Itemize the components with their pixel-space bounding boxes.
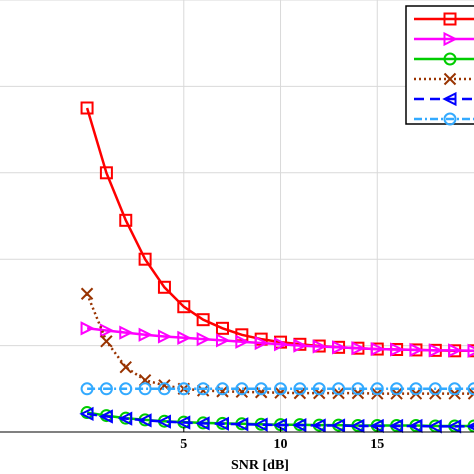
data-point bbox=[467, 382, 474, 396]
legend-entry bbox=[414, 52, 474, 66]
data-point bbox=[427, 419, 442, 434]
data-point bbox=[119, 360, 132, 374]
legend-entry bbox=[414, 91, 474, 107]
data-point bbox=[274, 337, 289, 352]
data-point bbox=[177, 330, 192, 345]
series bbox=[80, 382, 474, 396]
data-point bbox=[448, 382, 462, 396]
data-point bbox=[442, 91, 457, 107]
data-point bbox=[138, 382, 152, 396]
data-point bbox=[119, 325, 134, 340]
data-point bbox=[370, 382, 384, 396]
data-point bbox=[332, 340, 347, 355]
legend bbox=[405, 5, 474, 126]
series bbox=[79, 406, 474, 434]
data-point bbox=[79, 406, 94, 421]
data-point bbox=[253, 417, 268, 432]
data-point bbox=[311, 418, 326, 433]
data-point bbox=[443, 52, 457, 66]
legend-entry bbox=[414, 72, 474, 86]
data-point bbox=[467, 343, 474, 358]
data-point bbox=[390, 342, 405, 357]
data-point bbox=[312, 339, 327, 354]
data-point bbox=[293, 338, 308, 353]
series-layer bbox=[79, 101, 474, 434]
data-point bbox=[99, 166, 113, 180]
data-point bbox=[409, 382, 423, 396]
x-tick-label: 15 bbox=[370, 437, 384, 452]
data-point bbox=[215, 321, 229, 335]
data-point bbox=[119, 382, 133, 396]
data-point bbox=[215, 333, 231, 348]
data-point bbox=[254, 335, 269, 351]
data-point bbox=[80, 382, 94, 396]
plot-area bbox=[0, 0, 474, 446]
data-point bbox=[80, 321, 95, 336]
data-point bbox=[390, 382, 404, 396]
data-point bbox=[274, 382, 288, 396]
data-point bbox=[448, 343, 463, 358]
legend-entry bbox=[414, 31, 474, 47]
data-point bbox=[443, 112, 457, 126]
data-point bbox=[409, 342, 424, 358]
data-point bbox=[157, 382, 171, 396]
x-ticks: 5 10 15 bbox=[180, 427, 384, 452]
data-point bbox=[467, 387, 474, 400]
data-point bbox=[157, 280, 171, 294]
data-point bbox=[351, 341, 366, 356]
data-point bbox=[351, 382, 365, 396]
data-point bbox=[443, 72, 457, 86]
data-point bbox=[177, 300, 191, 314]
data-point bbox=[137, 413, 152, 428]
data-point bbox=[235, 334, 250, 349]
data-point bbox=[235, 382, 249, 396]
data-point bbox=[138, 327, 153, 342]
data-point bbox=[196, 313, 210, 327]
x-axis-label: SNR [dB] bbox=[231, 458, 289, 473]
data-point bbox=[408, 418, 423, 434]
data-point bbox=[330, 418, 346, 433]
x-tick-label: 5 bbox=[180, 437, 187, 452]
data-point bbox=[118, 411, 133, 426]
data-point bbox=[446, 419, 462, 434]
data-point bbox=[443, 12, 457, 26]
data-point bbox=[196, 382, 210, 396]
data-point bbox=[312, 382, 326, 396]
data-point bbox=[80, 101, 94, 115]
x-tick-label: 10 bbox=[274, 437, 288, 452]
data-point bbox=[332, 382, 346, 396]
data-point bbox=[388, 418, 404, 434]
data-point bbox=[215, 382, 229, 396]
legend-entry bbox=[414, 12, 474, 26]
data-point bbox=[98, 409, 113, 424]
data-point bbox=[156, 414, 171, 429]
data-point bbox=[235, 328, 249, 342]
data-point bbox=[292, 417, 307, 433]
data-point bbox=[293, 382, 307, 396]
data-point bbox=[100, 335, 113, 348]
data-point bbox=[350, 418, 365, 434]
data-point bbox=[176, 415, 191, 430]
data-point bbox=[157, 329, 173, 344]
data-point bbox=[234, 417, 249, 432]
data-point bbox=[428, 382, 442, 396]
data-point bbox=[254, 382, 268, 396]
data-point bbox=[196, 332, 211, 347]
data-point bbox=[99, 323, 115, 338]
data-point bbox=[370, 341, 386, 357]
data-point bbox=[177, 382, 191, 396]
data-point bbox=[214, 416, 229, 431]
data-point bbox=[119, 213, 133, 227]
data-point bbox=[99, 382, 113, 396]
data-point bbox=[80, 287, 94, 300]
series bbox=[80, 321, 474, 358]
legend-box bbox=[405, 5, 474, 125]
data-point bbox=[195, 416, 210, 431]
data-point bbox=[428, 343, 444, 358]
data-point bbox=[443, 31, 458, 47]
data-point bbox=[196, 384, 210, 397]
data-point bbox=[138, 252, 152, 266]
legend-entry bbox=[414, 112, 474, 126]
